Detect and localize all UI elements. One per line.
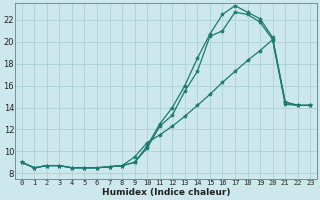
X-axis label: Humidex (Indice chaleur): Humidex (Indice chaleur): [102, 188, 230, 197]
